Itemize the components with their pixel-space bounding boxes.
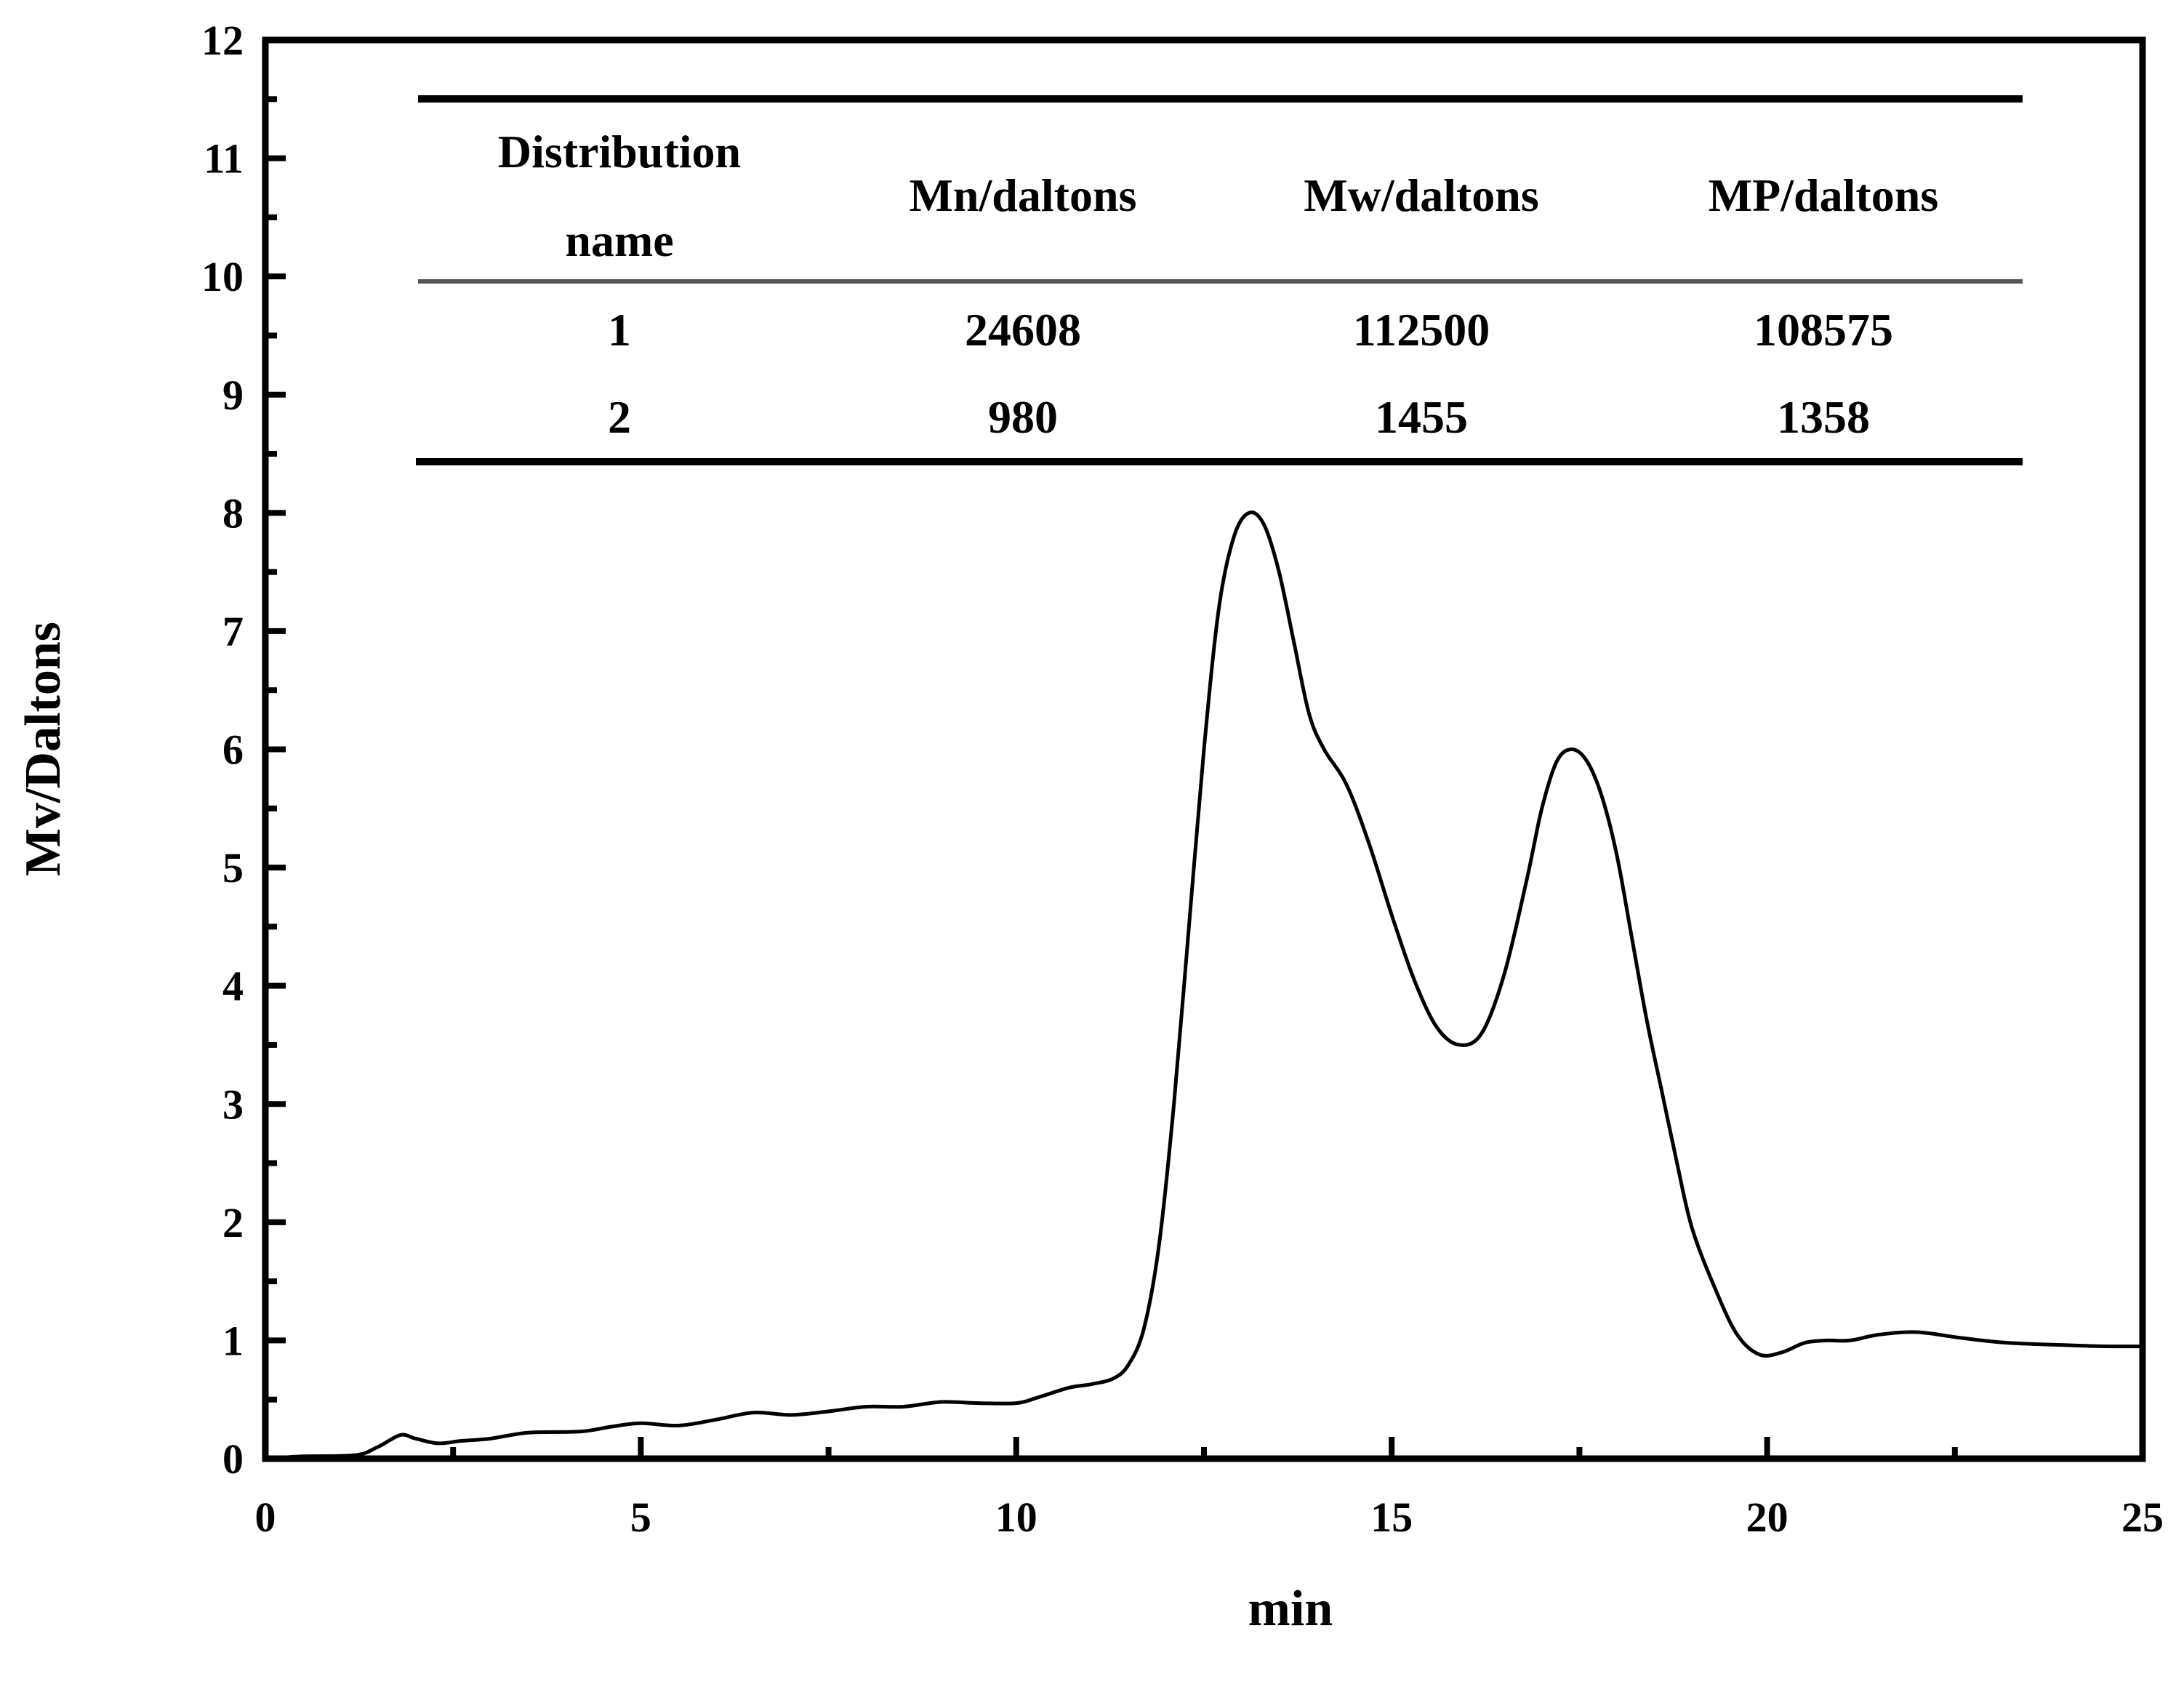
y-axis-ticks [265, 96, 286, 1403]
y-tick-label: 4 [222, 963, 244, 1010]
x-axis-ticks [450, 1437, 1958, 1459]
table-row2-mp: 1358 [1777, 391, 1870, 443]
y-tick-label: 9 [222, 372, 244, 419]
y-tick-label: 11 [204, 135, 244, 183]
x-axis-title: min [1248, 1581, 1333, 1637]
table-row1-name: 1 [608, 304, 631, 356]
y-tick-label: 1 [222, 1317, 244, 1364]
y-tick-label: 0 [222, 1435, 244, 1483]
table-row2-mn: 980 [988, 391, 1058, 443]
table-row1-mn: 24608 [965, 304, 1081, 356]
y-tick-label: 8 [222, 489, 244, 537]
chromatogram-line [265, 510, 2143, 1461]
table-header-mp: MP/daltons [1709, 169, 1938, 221]
table-header-name: name [565, 215, 673, 266]
y-tick-label: 12 [201, 17, 244, 64]
x-tick-label: 20 [1746, 1494, 1788, 1541]
table-row2-mw: 1455 [1375, 391, 1468, 443]
x-tick-label: 0 [255, 1494, 276, 1541]
y-tick-label: 2 [222, 1199, 244, 1246]
y-tick-label: 6 [222, 726, 244, 774]
y-axis-title: Mv/Daltons [15, 622, 71, 876]
y-tick-label: 7 [222, 608, 244, 655]
x-tick-label: 5 [630, 1494, 651, 1541]
table-row2-name: 2 [608, 391, 631, 443]
table-header-distribution: Distribution [498, 126, 741, 177]
y-tick-label: 3 [222, 1081, 244, 1128]
table-header-mw: Mw/daltons [1304, 169, 1539, 221]
x-tick-label: 10 [995, 1494, 1037, 1541]
x-axis-tick-labels: 0 5 10 15 20 25 [255, 1494, 2164, 1541]
x-tick-label: 15 [1370, 1494, 1413, 1541]
y-tick-label: 10 [201, 253, 244, 300]
inset-table: Distribution name Mn/daltons Mw/daltons … [416, 95, 2023, 465]
table-row1-mw: 112500 [1353, 304, 1490, 356]
table-header-mn: Mn/daltons [910, 169, 1137, 221]
x-tick-label: 25 [2121, 1494, 2164, 1541]
y-tick-label: 5 [222, 844, 244, 891]
table-row1-mp: 108575 [1754, 304, 1893, 356]
